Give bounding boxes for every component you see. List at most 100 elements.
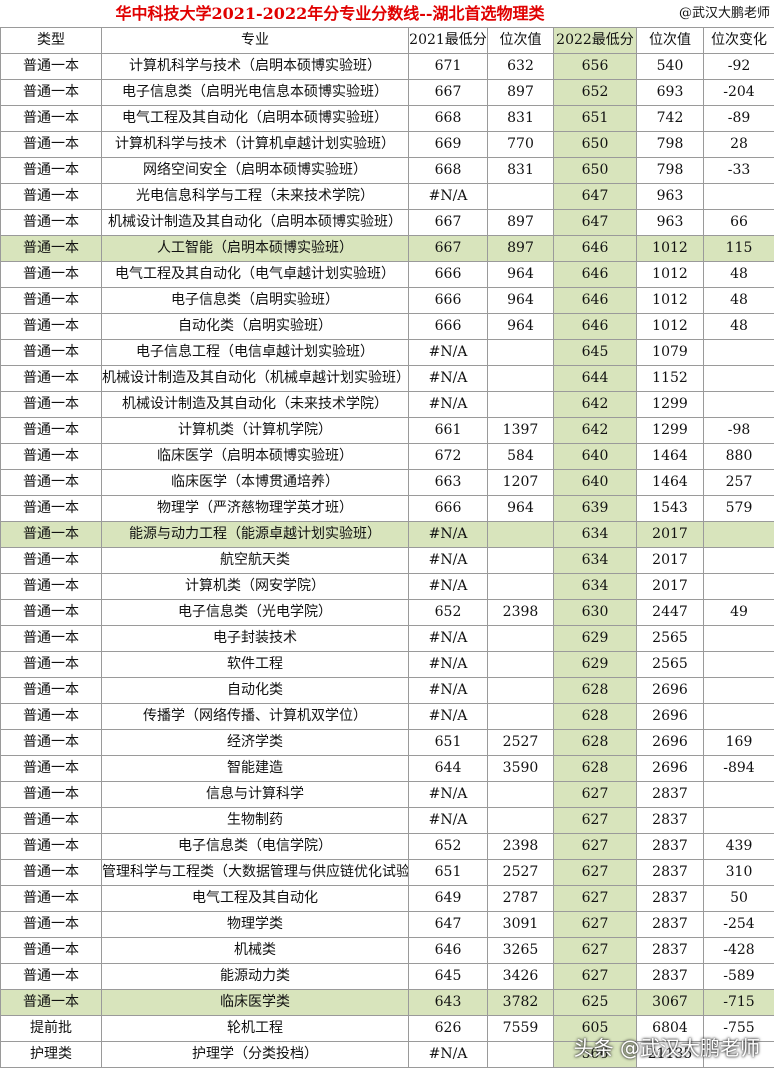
table-cell: 普通一本: [1, 80, 102, 106]
table-cell: 临床医学类: [102, 990, 409, 1016]
table-cell: 1152: [637, 366, 704, 392]
table-cell: 1543: [637, 496, 704, 522]
table-cell: 普通一本: [1, 314, 102, 340]
table-cell: 669: [409, 132, 488, 158]
column-header: 位次值: [637, 28, 704, 54]
table-cell: 普通一本: [1, 106, 102, 132]
table-cell: -894: [704, 756, 774, 782]
table-cell: 普通一本: [1, 964, 102, 990]
table-cell: 物理学（严济慈物理学英才班）: [102, 496, 409, 522]
table-cell: [488, 548, 554, 574]
table-cell: 普通一本: [1, 340, 102, 366]
table-cell: 634: [554, 548, 637, 574]
table-cell: 护理类: [1, 1042, 102, 1068]
table-cell: 2696: [637, 678, 704, 704]
table-cell: 627: [554, 886, 637, 912]
table-cell: 646: [554, 262, 637, 288]
table-cell: 2398: [488, 600, 554, 626]
table-cell: 机械类: [102, 938, 409, 964]
table-cell: 627: [554, 808, 637, 834]
table-cell: 2017: [637, 548, 704, 574]
table-cell: 2696: [637, 704, 704, 730]
table-cell: 自动化类: [102, 678, 409, 704]
table-cell: 644: [554, 366, 637, 392]
table-cell: 656: [554, 54, 637, 80]
table-cell: 667: [409, 80, 488, 106]
table-cell: 647: [554, 184, 637, 210]
table-cell: 646: [554, 236, 637, 262]
table-cell: 自动化类（启明实验班）: [102, 314, 409, 340]
table-cell: 666: [409, 262, 488, 288]
table-cell: 2837: [637, 860, 704, 886]
table-cell: 2837: [637, 938, 704, 964]
table-cell: 普通一本: [1, 652, 102, 678]
table-cell: 普通一本: [1, 132, 102, 158]
table-cell: 网络空间安全（启明本硕博实验班）: [102, 158, 409, 184]
table-cell: #N/A: [409, 522, 488, 548]
table-cell: 48: [704, 262, 774, 288]
table-cell: 831: [488, 106, 554, 132]
table-cell: 2696: [637, 756, 704, 782]
table-cell: [488, 574, 554, 600]
table-cell: [704, 340, 774, 366]
table-cell: 电子信息类（电信学院）: [102, 834, 409, 860]
table-cell: 普通一本: [1, 288, 102, 314]
table-cell: 652: [409, 600, 488, 626]
table-cell: 2787: [488, 886, 554, 912]
table-cell: #N/A: [409, 340, 488, 366]
table-cell: 584: [488, 444, 554, 470]
table-cell: [704, 704, 774, 730]
table-cell: [488, 808, 554, 834]
column-header: 位次变化: [704, 28, 774, 54]
table-cell: #N/A: [409, 782, 488, 808]
table-cell: 1012: [637, 262, 704, 288]
table-cell: 计算机类（计算机学院）: [102, 418, 409, 444]
table-cell: 28: [704, 132, 774, 158]
table-cell: 642: [554, 392, 637, 418]
table-cell: [488, 522, 554, 548]
table-cell: 672: [409, 444, 488, 470]
table-cell: [488, 184, 554, 210]
table-cell: [704, 808, 774, 834]
table-cell: 人工智能（启明本硕博实验班）: [102, 236, 409, 262]
table-cell: 普通一本: [1, 470, 102, 496]
table-cell: 628: [554, 704, 637, 730]
table-cell: 普通一本: [1, 886, 102, 912]
table-cell: 普通一本: [1, 678, 102, 704]
table-cell: 普通一本: [1, 808, 102, 834]
table-cell: 2017: [637, 522, 704, 548]
table-cell: [488, 782, 554, 808]
table-cell: 668: [409, 106, 488, 132]
table-cell: 1012: [637, 236, 704, 262]
table-cell: 1012: [637, 314, 704, 340]
table-cell: 1397: [488, 418, 554, 444]
table-cell: 667: [409, 236, 488, 262]
table-cell: 2837: [637, 964, 704, 990]
table-cell: 电子信息类（启明实验班）: [102, 288, 409, 314]
table-cell: 66: [704, 210, 774, 236]
table-cell: 普通一本: [1, 548, 102, 574]
table-cell: 897: [488, 236, 554, 262]
table-cell: 628: [554, 678, 637, 704]
table-cell: [488, 1042, 554, 1068]
table-cell: 671: [409, 54, 488, 80]
table-cell: 880: [704, 444, 774, 470]
table-cell: 经济学类: [102, 730, 409, 756]
table-cell: [488, 678, 554, 704]
table-cell: [704, 782, 774, 808]
table-cell: 2837: [637, 782, 704, 808]
table-cell: 48: [704, 288, 774, 314]
table-cell: 645: [409, 964, 488, 990]
